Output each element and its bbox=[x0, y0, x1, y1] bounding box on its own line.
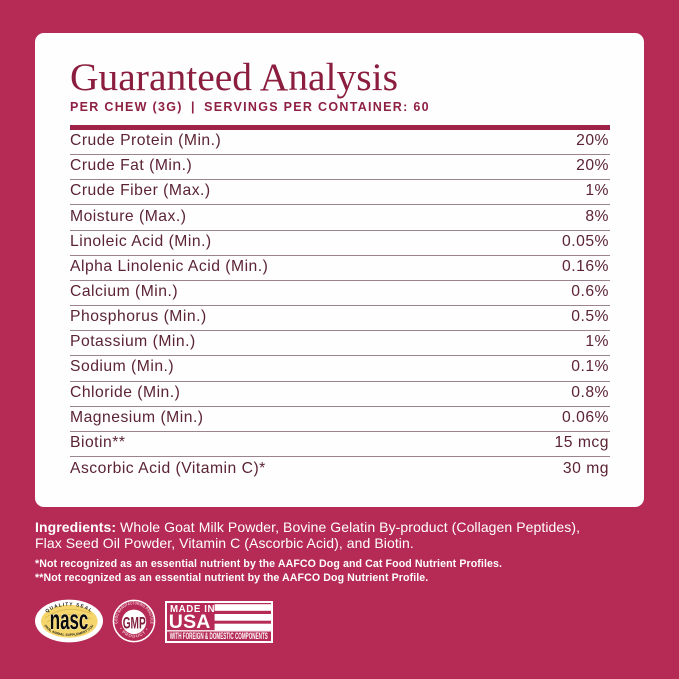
svg-text:GMP: GMP bbox=[123, 613, 146, 632]
svg-text:nasc: nasc bbox=[50, 604, 89, 635]
svg-text:USA: USA bbox=[169, 611, 211, 633]
svg-text:WITH FOREIGN & DOMESTIC COMPON: WITH FOREIGN & DOMESTIC COMPONENTS bbox=[170, 631, 268, 642]
svg-text:MADE IN: MADE IN bbox=[170, 604, 215, 615]
